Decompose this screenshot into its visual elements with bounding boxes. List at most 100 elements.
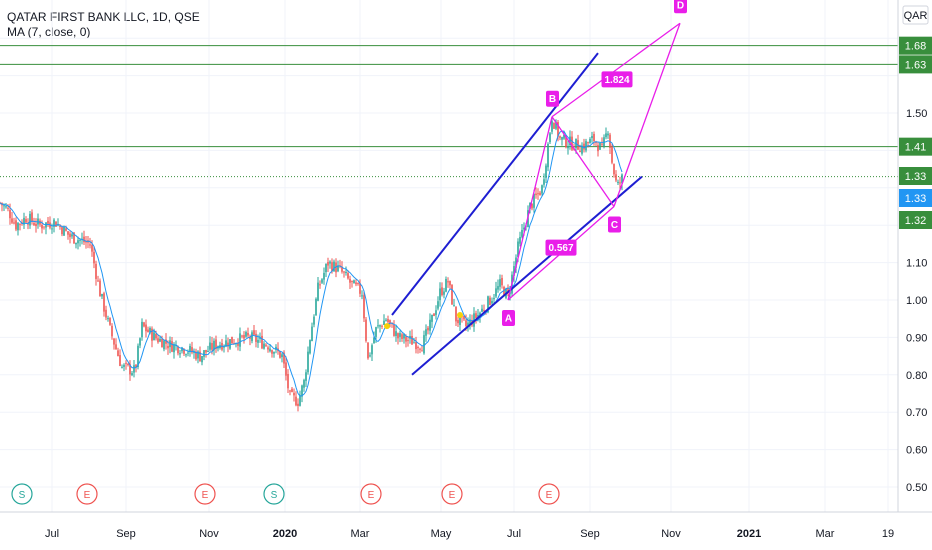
level-price-tag[interactable] [899, 137, 932, 156]
event-circle[interactable] [538, 483, 560, 505]
split-event-marker[interactable]: S [263, 483, 285, 505]
event-circle[interactable] [76, 483, 98, 505]
candle-body [441, 287, 443, 296]
trend-line[interactable] [411, 175, 643, 376]
candle-body [121, 366, 123, 368]
candle-body [559, 136, 561, 138]
candle-body [75, 242, 77, 245]
candle-body [269, 348, 271, 352]
earnings-event-marker[interactable]: E [76, 483, 98, 505]
candle-body [433, 313, 435, 317]
horizontal-levels[interactable] [0, 45, 898, 178]
time-tick-label: Jul [45, 528, 59, 540]
candle-body [211, 343, 213, 350]
candle-body [457, 320, 459, 324]
level-price-tag[interactable] [899, 55, 932, 74]
earnings-event-marker[interactable]: E [538, 483, 560, 505]
level-price-tag[interactable] [899, 211, 932, 229]
candle-body [481, 308, 483, 312]
candle-body [539, 192, 541, 195]
candle-body [187, 352, 189, 354]
candle-body [63, 226, 65, 236]
event-circle[interactable] [194, 483, 216, 505]
pattern-point-badge[interactable] [502, 310, 515, 326]
candle-body [149, 328, 151, 333]
event-circle[interactable] [360, 483, 382, 505]
pattern-point-badge[interactable] [546, 90, 559, 107]
candle-body [237, 342, 239, 346]
time-axis[interactable]: Jul Sep Nov 2020 Mar May Jul Sep Nov 2021 Mar 19 [0, 511, 932, 550]
pattern-ratio-badge[interactable] [601, 71, 633, 88]
event-circle[interactable] [11, 483, 33, 505]
trend-channel[interactable] [391, 52, 643, 376]
candle-body [379, 325, 381, 327]
candle-body [97, 280, 99, 282]
pattern-leg[interactable] [507, 116, 553, 301]
event-letter: S [271, 490, 278, 501]
pattern-ratio-badge[interactable] [545, 239, 577, 256]
candle-body [31, 212, 33, 222]
earnings-event-marker[interactable]: E [360, 483, 382, 505]
candle-body [465, 320, 467, 327]
event-letter: E [84, 490, 91, 501]
candle-body [393, 324, 395, 336]
earnings-event-marker[interactable]: E [441, 483, 463, 505]
candle-body [557, 122, 559, 137]
candle-body [439, 288, 441, 301]
candle-body [113, 338, 115, 345]
candle-body [593, 133, 595, 142]
ma-indicator-label[interactable]: MA (7, close, 0) [7, 25, 91, 39]
candle-body [23, 217, 25, 225]
last-price-tag[interactable] [899, 189, 932, 207]
event-circle[interactable] [263, 483, 285, 505]
pattern-point-badge[interactable] [608, 216, 621, 233]
event-circle[interactable] [441, 483, 463, 505]
candle-body [11, 218, 13, 223]
candle-body [331, 262, 333, 272]
candle-body [69, 233, 71, 238]
time-tick-label: Sep [580, 528, 600, 540]
pattern-leg[interactable] [551, 116, 615, 207]
price-axis[interactable]: 0.50 0.60 0.70 0.80 0.90 1.00 1.10 1.50 1.68 1.63… [897, 0, 932, 550]
candle-body [469, 319, 471, 325]
candle-body [65, 228, 67, 231]
candle-body [303, 380, 305, 388]
candle-body [299, 395, 301, 406]
candle-body [151, 328, 153, 341]
split-event-marker[interactable]: S [11, 483, 33, 505]
pattern-ratio-line[interactable] [551, 22, 681, 118]
candle-body [95, 263, 97, 279]
candle-body [117, 350, 119, 357]
price-tick-label: 1.00 [906, 295, 927, 307]
level-price-tag[interactable] [899, 167, 932, 185]
candle-body [171, 341, 173, 352]
pattern-leg[interactable] [613, 23, 681, 207]
candle-body [203, 350, 205, 357]
candle-body [191, 347, 193, 353]
candle-body [515, 257, 517, 268]
pattern-point-badge[interactable] [674, 0, 687, 14]
candle-body [493, 297, 495, 300]
event-letter: E [368, 490, 375, 501]
candle-body [35, 223, 37, 227]
price-tick-label: 1.10 [906, 258, 927, 270]
candle-body [495, 288, 497, 297]
earnings-event-marker[interactable]: E [194, 483, 216, 505]
candle-body [355, 282, 357, 285]
candle-body [103, 293, 105, 312]
candle-body [125, 362, 127, 364]
abcd-pattern[interactable]: A B C D 0.567 1.824 [502, 0, 687, 326]
candle-body [257, 339, 259, 343]
candle-body [407, 340, 409, 342]
candle-body [519, 236, 521, 244]
candle-body [231, 336, 233, 344]
candle-body [19, 223, 21, 225]
candle-body [421, 350, 423, 352]
level-price-tag[interactable] [899, 36, 932, 55]
candle-body [293, 392, 295, 396]
candle-body [47, 220, 49, 224]
candle-body [167, 345, 169, 349]
trend-line[interactable] [391, 52, 599, 316]
